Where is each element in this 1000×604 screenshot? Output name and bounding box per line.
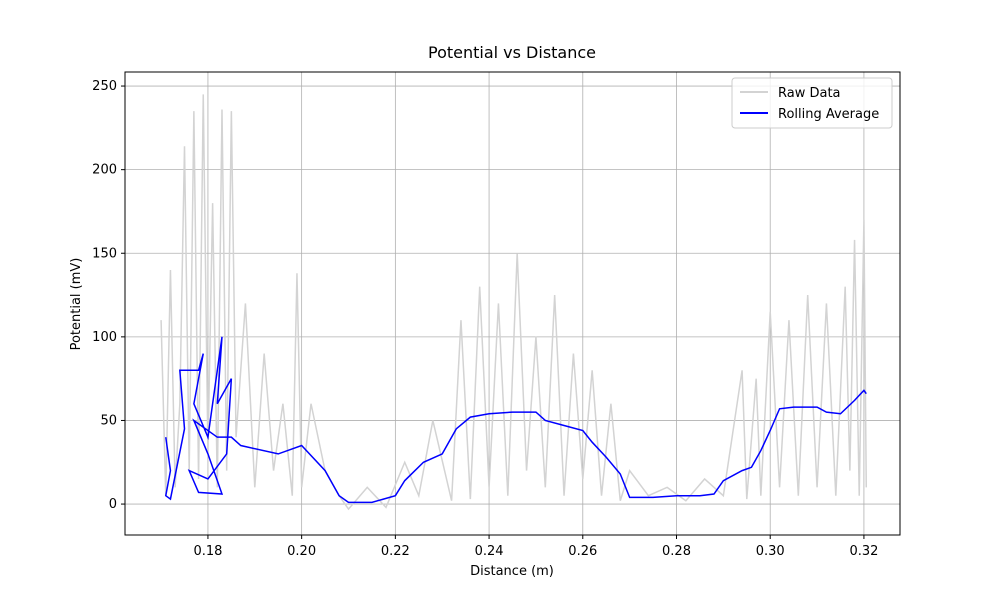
x-tick-label: 0.22 <box>381 544 410 559</box>
y-tick-label: 0 <box>109 497 117 512</box>
legend-label: Rolling Average <box>778 107 879 122</box>
data-line <box>160 94 868 511</box>
plot-frame <box>124 71 901 536</box>
x-axis-label: Distance (m) <box>470 564 554 579</box>
y-tick-label: 150 <box>92 246 117 261</box>
x-tick-label: 0.26 <box>568 544 597 559</box>
x-tick-label: 0.24 <box>475 544 504 559</box>
chart-title: Potential vs Distance <box>428 43 596 62</box>
y-axis-label: Potential (mV) <box>69 258 84 351</box>
y-tick-label: 50 <box>100 413 117 428</box>
x-tick-label: 0.18 <box>193 544 222 559</box>
x-tick-label: 0.28 <box>662 544 691 559</box>
legend-box <box>731 77 893 129</box>
y-tick-label: 200 <box>92 163 117 178</box>
legend-label: Raw Data <box>778 86 841 101</box>
data-line <box>164 336 867 504</box>
x-tick-label: 0.20 <box>287 544 316 559</box>
y-tick-label: 250 <box>92 79 117 94</box>
y-tick-label: 100 <box>92 330 117 345</box>
x-tick-label: 0.32 <box>849 544 878 559</box>
x-tick-label: 0.30 <box>756 544 785 559</box>
